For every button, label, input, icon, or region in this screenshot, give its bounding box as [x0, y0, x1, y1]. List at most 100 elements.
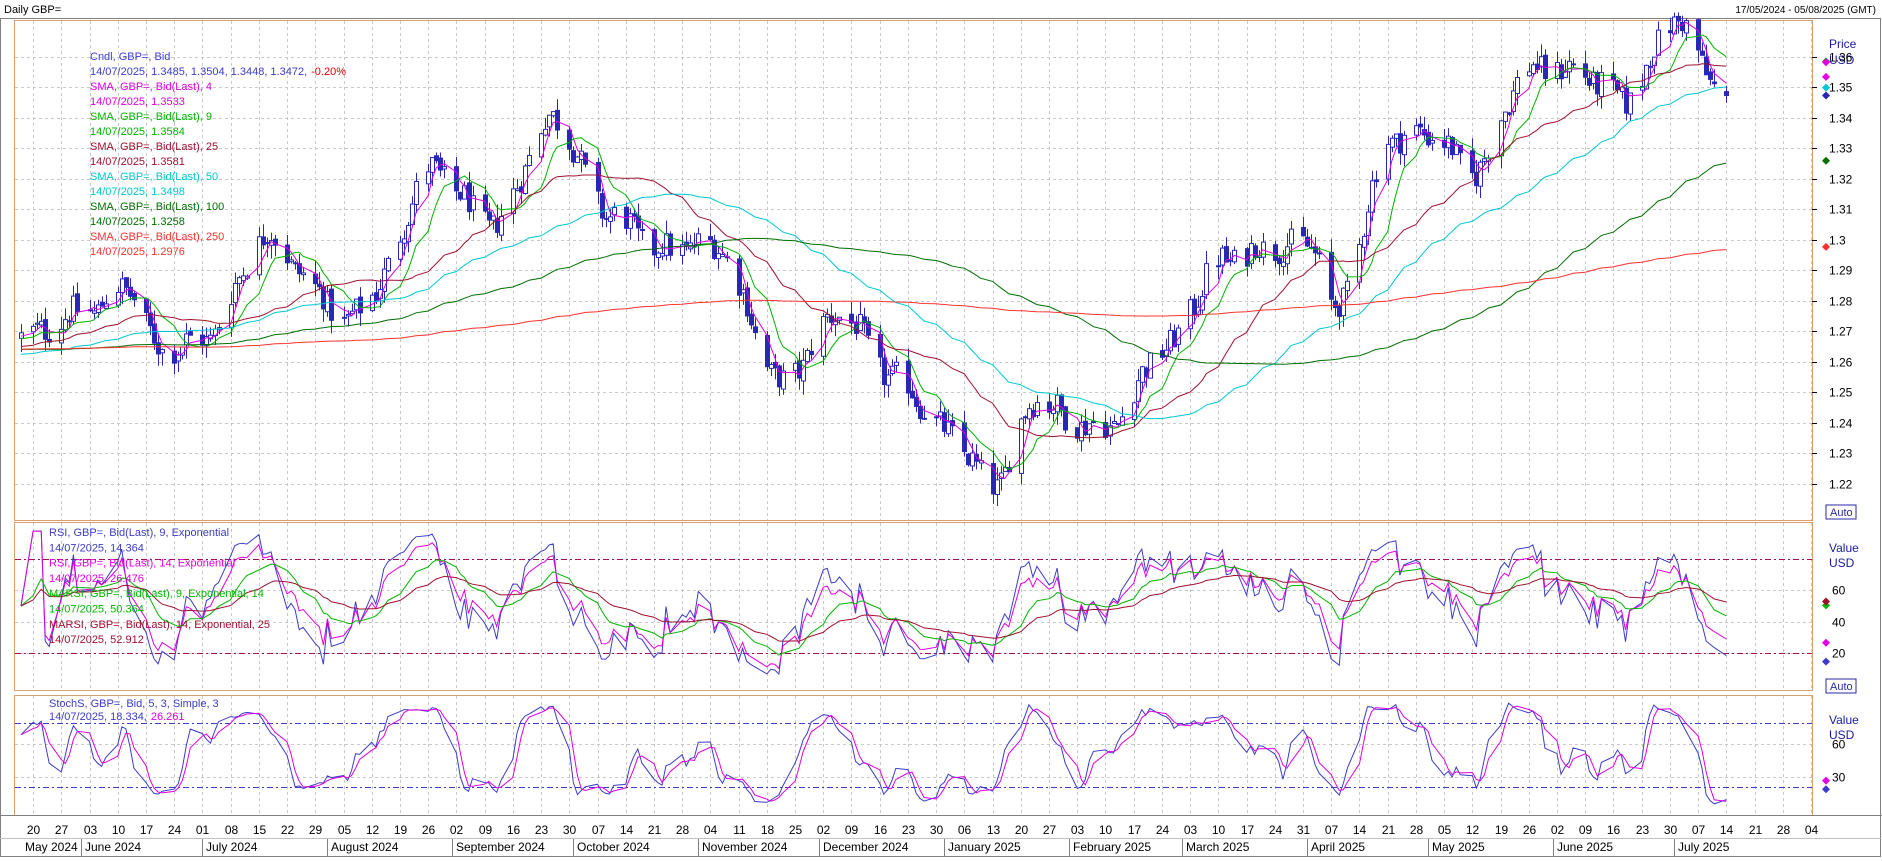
candle-body — [942, 412, 947, 432]
legend-entry: SMA, GBP=, Bid(Last), 4 — [90, 81, 212, 93]
candle-body — [237, 277, 242, 285]
candle-body — [527, 154, 532, 167]
legend-entry: 14/07/2025, 1.3498 — [90, 186, 185, 198]
candle-body — [720, 253, 725, 258]
candle-body — [1063, 406, 1068, 431]
candle-body — [1644, 64, 1649, 90]
candle-body — [35, 322, 40, 325]
candle-body — [1676, 15, 1681, 22]
candle-body — [1140, 366, 1145, 383]
candle — [124, 277, 129, 295]
price-auto-button[interactable]: Auto — [1825, 504, 1857, 520]
candle-body — [100, 301, 105, 307]
legend-entry: RSI, GBP=, Bid(Last), 14, Exponential — [49, 558, 235, 570]
legend-entry: StochS, GBP=, Bid, 5, 3, Simple, 3 — [49, 698, 219, 710]
x-tick-label: 13 — [987, 823, 1001, 837]
candle — [712, 234, 717, 260]
candle-body — [1595, 72, 1600, 95]
candle-body — [1023, 416, 1028, 419]
candle-body — [454, 166, 459, 192]
x-tick-label: 04 — [1805, 823, 1819, 837]
price-tick-label: 1.35 — [1829, 81, 1853, 95]
x-tick-label: 30 — [1664, 823, 1678, 837]
candle-body — [39, 320, 44, 326]
candle — [148, 302, 153, 336]
candle-body — [765, 334, 770, 368]
candle — [1430, 132, 1435, 151]
x-tick-label: 12 — [1466, 823, 1480, 837]
rsi9-line — [20, 530, 1727, 676]
candle-body — [1019, 418, 1024, 474]
x-tick-label: 19 — [1495, 823, 1509, 837]
candle-body — [297, 263, 302, 275]
candle-body — [1478, 161, 1483, 187]
candle — [894, 355, 899, 373]
price-tick-label: 1.25 — [1829, 386, 1853, 400]
candle — [204, 327, 209, 358]
candle-body — [1470, 150, 1475, 174]
candle-body — [1228, 259, 1233, 262]
candle-body — [862, 316, 867, 324]
x-tick-label: 24 — [168, 823, 182, 837]
candle — [1204, 250, 1209, 300]
price-auto-label[interactable]: Auto — [1830, 507, 1853, 519]
candle-body — [487, 211, 492, 221]
candle-body — [152, 323, 157, 344]
month-label: June 2024 — [85, 840, 141, 854]
candle-body — [414, 180, 419, 205]
legend-label: 14/07/2025, 1.3581 — [90, 156, 185, 168]
candle-body — [1390, 137, 1395, 148]
candle — [1108, 416, 1113, 446]
candle-body — [1515, 77, 1520, 94]
candle-body — [571, 150, 576, 163]
candle-body — [1301, 226, 1306, 237]
x-tick-label: 10 — [1099, 823, 1113, 837]
candle-body — [1712, 81, 1717, 85]
month-label: May 2024 — [25, 840, 78, 854]
candle — [543, 117, 548, 137]
x-tick-label: 02 — [450, 823, 464, 837]
candle — [1515, 70, 1520, 106]
legend-label: 14/07/2025, 1.3485, 1.3504, 1.3448, 1.34… — [90, 66, 307, 78]
candle — [886, 369, 891, 398]
price-tick-label: 1.26 — [1829, 356, 1853, 370]
candle — [317, 272, 322, 291]
x-tick-label: 10 — [1212, 823, 1226, 837]
candle — [1700, 42, 1705, 56]
candle-body — [1374, 179, 1379, 183]
candle — [680, 234, 685, 265]
x-tick-label: 14 — [620, 823, 634, 837]
x-tick-label: 09 — [845, 823, 859, 837]
price-tick-label: 1.22 — [1829, 478, 1853, 492]
legend-label: 14/07/2025, 14.364 — [49, 542, 144, 554]
rsi-tick-label: 60 — [1832, 584, 1846, 598]
candle — [640, 221, 645, 241]
candle — [1047, 393, 1052, 419]
candle-body — [1414, 125, 1419, 136]
x-tick-label: 20 — [27, 823, 41, 837]
candle — [849, 301, 854, 335]
rsi-auto-label[interactable]: Auto — [1830, 681, 1853, 693]
candle — [188, 327, 193, 336]
candle-body — [1628, 92, 1633, 115]
candle-body — [567, 129, 572, 150]
legend-label: SMA, GBP=, Bid(Last), 4 — [90, 81, 212, 93]
candle — [1091, 411, 1096, 424]
candle-body — [241, 275, 246, 282]
candle — [1418, 116, 1423, 135]
candle — [1216, 255, 1221, 280]
candle-body — [289, 259, 294, 263]
x-tick-label: 06 — [958, 823, 972, 837]
candle — [273, 234, 278, 257]
rsi-auto-button[interactable]: Auto — [1825, 678, 1857, 694]
sma-line — [20, 86, 1727, 420]
price-tick-label: 1.32 — [1829, 173, 1853, 187]
candle-body — [1333, 300, 1338, 309]
candle-body — [1539, 56, 1544, 68]
candle-body — [769, 364, 774, 369]
candle-body — [1362, 235, 1367, 248]
candle-body — [1277, 257, 1282, 265]
candle-body — [1366, 211, 1371, 237]
candle — [152, 310, 157, 350]
